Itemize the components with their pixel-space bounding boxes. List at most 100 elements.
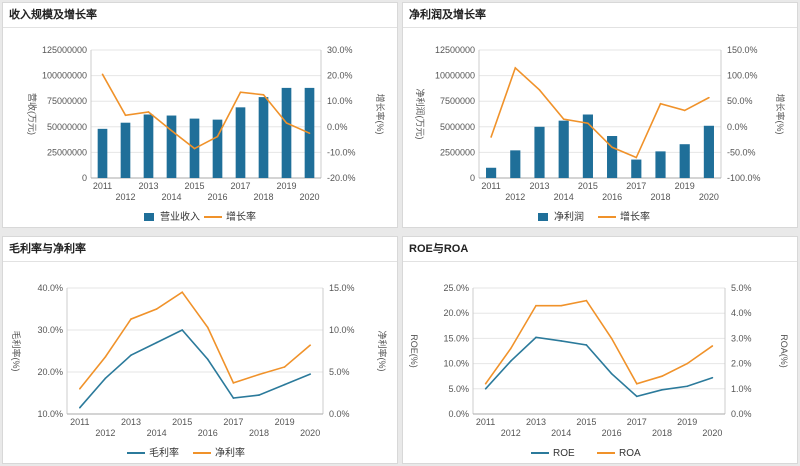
- y2-tick-label: 10.0%: [329, 325, 355, 335]
- y-tick-label: 7500000: [440, 96, 475, 106]
- x-tick-label: 2019: [675, 181, 695, 191]
- bar-2012: [510, 150, 521, 178]
- y2-tick-label: 0.0%: [329, 409, 350, 419]
- bar-2019: [679, 144, 690, 178]
- legend-swatch-净利润: [538, 213, 548, 221]
- margin-chart: 10.0% 20.0% 30.0% 40.0% 0.0% 5.0% 10.0% 15.0% 毛利…: [11, 283, 388, 459]
- bar-2012: [120, 122, 131, 178]
- x-tick-label: 2020: [702, 428, 722, 438]
- x-tick-label: 2013: [138, 181, 158, 191]
- x-tick-label: 2020: [300, 428, 320, 438]
- y-tick-label: 0: [470, 173, 475, 183]
- point-ROA-2012: [510, 347, 512, 350]
- panel-title: 净利润及增长率: [403, 3, 797, 28]
- point-增长率-2014: [562, 118, 565, 120]
- point-增长率-2017: [239, 91, 242, 94]
- point-毛利率-2020: [309, 373, 312, 375]
- x-tick-label: 2013: [121, 417, 141, 427]
- legend-label: 毛利率: [149, 446, 179, 459]
- y-tick-label: 125000000: [42, 45, 87, 55]
- x-tick-label: 2011: [93, 181, 112, 191]
- y-tick-label: 75000000: [47, 96, 87, 106]
- y-tick-label: 10.0%: [37, 409, 63, 419]
- y-tick-label: 25.0%: [443, 283, 469, 293]
- bar-2014: [558, 120, 569, 178]
- y-tick-label: 5.0%: [448, 384, 469, 394]
- y-tick-label: 15.0%: [443, 333, 469, 343]
- point-增长率-2015: [193, 147, 196, 150]
- bar-2011: [97, 128, 108, 178]
- series-line-毛利率: [79, 329, 311, 409]
- point-净利率-2019: [283, 366, 286, 368]
- legend-swatch-营业收入: [144, 213, 154, 221]
- y2-tick-label: 5.0%: [731, 283, 752, 293]
- x-tick-label: 2017: [626, 181, 646, 191]
- x-tick-label: 2013: [526, 417, 546, 427]
- x-tick-label: 2014: [161, 192, 181, 202]
- y2-tick-label: -20.0%: [327, 173, 356, 183]
- bar-2017: [235, 107, 246, 178]
- margin-panel: 毛利率与净利率 10.0% 20.0% 30.0% 40.0% 0.0% 5.0% 10.0…: [2, 236, 398, 464]
- point-毛利率-2016: [207, 358, 209, 361]
- y-tick-label: 40.0%: [37, 283, 63, 293]
- y2-tick-label: 15.0%: [329, 283, 355, 293]
- y2-axis-title: 增长率(%): [775, 94, 786, 135]
- point-增长率-2017: [635, 156, 638, 159]
- bar-2013: [143, 114, 154, 178]
- point-净利率-2018: [258, 373, 260, 376]
- bar-2015: [582, 114, 593, 178]
- point-增长率-2013: [538, 89, 541, 91]
- x-tick-label: 2020: [299, 192, 319, 202]
- point-毛利率-2011: [79, 406, 81, 409]
- point-净利率-2020: [309, 344, 312, 346]
- x-tick-label: 2016: [207, 192, 227, 202]
- x-tick-label: 2012: [505, 192, 525, 202]
- x-tick-label: 2015: [172, 417, 192, 427]
- point-ROE-2014: [560, 340, 562, 342]
- y-tick-label: 0: [82, 173, 87, 183]
- bar-2014: [166, 115, 177, 178]
- y2-tick-label: 0.0%: [327, 122, 348, 132]
- y2-axis-title: 净利率(%): [377, 331, 388, 372]
- series-line-增长率: [101, 73, 310, 150]
- x-tick-label: 2014: [551, 428, 571, 438]
- x-tick-label: 2018: [253, 192, 273, 202]
- point-净利率-2015: [181, 291, 183, 293]
- x-tick-label: 2011: [481, 181, 500, 191]
- y-tick-label: 12500000: [435, 45, 475, 55]
- y2-tick-label: -10.0%: [327, 147, 356, 157]
- point-ROA-2016: [610, 337, 613, 340]
- point-毛利率-2015: [181, 329, 183, 331]
- x-tick-label: 2011: [70, 417, 89, 427]
- bar-2013: [534, 126, 545, 178]
- x-tick-label: 2012: [95, 428, 115, 438]
- y2-tick-label: 3.0%: [731, 333, 752, 343]
- point-毛利率-2013: [130, 354, 132, 356]
- y2-tick-label: -50.0%: [727, 147, 756, 157]
- y-tick-label: 100000000: [42, 71, 87, 81]
- y-tick-label: 25000000: [47, 147, 87, 157]
- net-profit-panel: 净利润及增长率 0 2500000 5000000 7500000 10000000 12…: [402, 2, 798, 228]
- point-净利率-2012: [104, 356, 107, 358]
- point-ROA-2020: [711, 345, 714, 347]
- point-增长率-2016: [216, 135, 219, 138]
- bar-2016: [212, 119, 223, 178]
- y-axis-title: ROE(%): [409, 334, 419, 368]
- point-净利率-2016: [207, 326, 209, 329]
- legend-label: 增长率: [226, 210, 256, 223]
- legend-label: ROA: [619, 448, 641, 459]
- point-增长率-2013: [147, 111, 150, 113]
- point-ROE-2020: [711, 376, 714, 379]
- net-profit-chart: 0 2500000 5000000 7500000 10000000 12500000 -1…: [415, 45, 786, 223]
- x-tick-label: 2019: [677, 417, 697, 427]
- x-tick-label: 2017: [627, 417, 647, 427]
- point-毛利率-2018: [258, 394, 260, 396]
- y-tick-label: 20.0%: [37, 367, 63, 377]
- y2-tick-label: 5.0%: [329, 367, 350, 377]
- y2-tick-label: -100.0%: [727, 173, 761, 183]
- point-净利率-2013: [130, 318, 132, 320]
- legend-label: ROE: [553, 448, 575, 459]
- series-line-ROA: [484, 299, 713, 385]
- legend-label: 净利润: [554, 210, 584, 223]
- panel-title: ROE与ROA: [403, 237, 797, 262]
